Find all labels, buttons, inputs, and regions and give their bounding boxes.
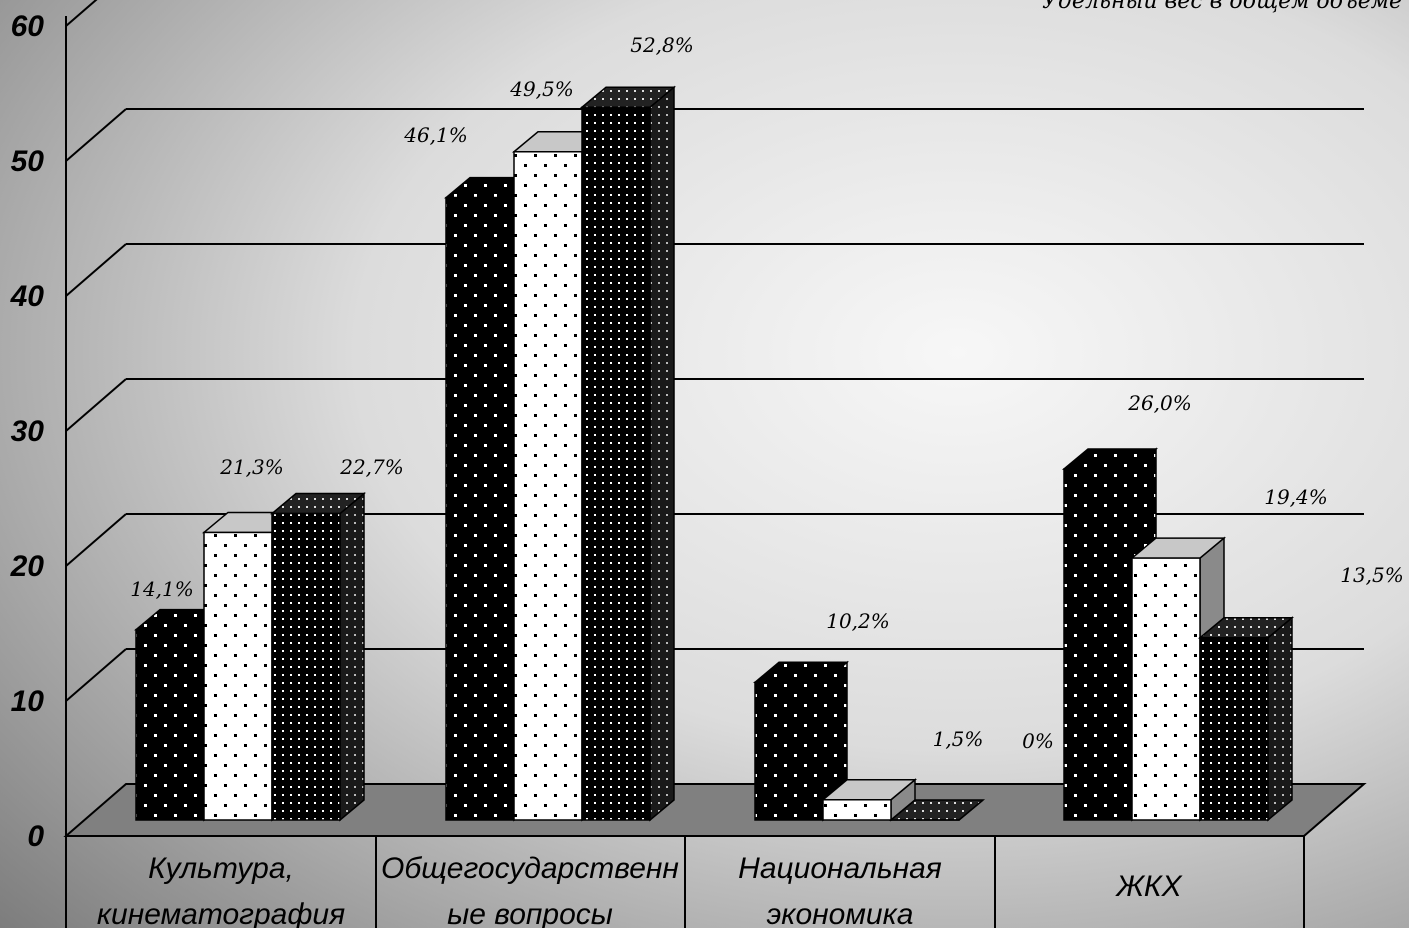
bar [1131, 557, 1201, 821]
data-label: 49,5% [509, 77, 574, 101]
y-tick-label: 30 [11, 415, 45, 448]
bar [445, 196, 515, 821]
data-label: 19,4% [1264, 485, 1328, 509]
data-label: 21,3% [219, 455, 284, 479]
chart-note: Удельный вес в общем объеме [1042, 0, 1402, 14]
category-table [65, 836, 1305, 928]
bar-group [1197, 616, 1295, 822]
gridline-diagonal [65, 0, 98, 27]
category-label: экономика [767, 898, 914, 928]
gridline-diagonal [65, 378, 127, 432]
data-label: 10,2% [826, 609, 890, 633]
bar [822, 799, 892, 821]
data-label: 1,5% [933, 727, 984, 751]
data-label: 14,1% [130, 577, 194, 601]
y-tick-label: 20 [10, 550, 45, 583]
bar-group [820, 778, 918, 822]
y-tick-label: 10 [11, 685, 45, 718]
bar-group [752, 660, 850, 822]
bar [271, 512, 341, 821]
data-labels: 14,1% 21,3% 22,7% 46,1% 49,5% 52,8% 10,2% 1,5% 0… [130, 33, 1404, 753]
bar-side [649, 85, 675, 822]
bar-side [339, 491, 365, 822]
category-label: Культура, [148, 852, 294, 885]
y-tick-label: 60 [11, 10, 45, 43]
gridline-diagonal [65, 648, 127, 702]
bar [203, 531, 273, 821]
data-label: 13,5% [1340, 563, 1404, 587]
category-label: ые вопросы [447, 898, 613, 928]
gridline-diagonal [65, 108, 127, 162]
bar-group [888, 799, 986, 821]
category-label: Национальная [738, 852, 942, 885]
y-axis-ticks: 0 10 20 30 40 50 60 [10, 10, 45, 853]
bar [581, 106, 651, 821]
category-label: кинематография [97, 898, 345, 928]
bar [754, 681, 824, 821]
y-tick-label: 40 [10, 280, 45, 313]
gridline-diagonal [65, 513, 127, 567]
data-label: 0% [1022, 729, 1054, 753]
category-labels: Культура, кинематография Общегосударственн… [97, 852, 1183, 928]
data-label: 26,0% [1127, 391, 1192, 415]
category-label: ЖКХ [1114, 870, 1182, 903]
y-tick-label: 50 [11, 145, 45, 178]
category-label: Общегосударственн [381, 852, 679, 885]
bar [135, 628, 205, 821]
y-tick-label: 0 [27, 820, 44, 853]
data-label: 22,7% [339, 455, 404, 479]
bars [133, 85, 1295, 822]
bar-group [269, 491, 367, 822]
bar [1199, 637, 1269, 821]
bar [513, 151, 583, 821]
bar-group [579, 85, 677, 822]
data-label: 52,8% [630, 33, 694, 57]
gridline-diagonal [65, 243, 127, 297]
data-label: 46,1% [403, 123, 468, 147]
bar-side [1267, 616, 1293, 822]
bar [1063, 468, 1133, 821]
